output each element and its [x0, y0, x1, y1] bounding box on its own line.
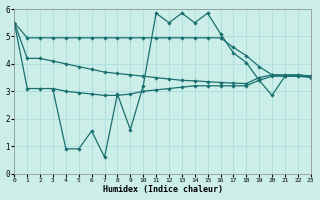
X-axis label: Humidex (Indice chaleur): Humidex (Indice chaleur) — [102, 185, 222, 194]
